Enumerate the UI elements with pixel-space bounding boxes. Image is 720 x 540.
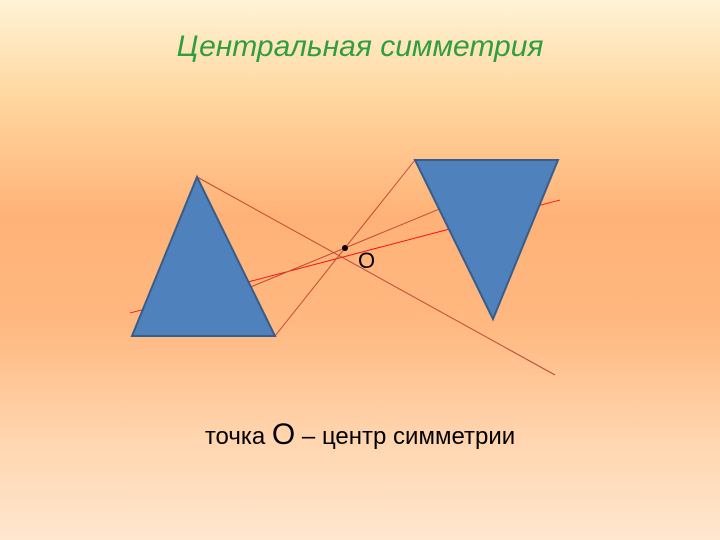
diagram-svg: O [0,0,720,540]
slide-stage: O Центральная симметрия точка O – центр … [0,0,720,540]
caption-prefix: точка [205,423,272,450]
slide-caption: точка O – центр симметрии [0,418,720,452]
center-point [342,245,348,251]
slide-title: Центральная симметрия [0,30,720,64]
caption-big-o: O [272,418,295,451]
center-label: O [358,248,375,273]
caption-suffix: – центр симметрии [295,423,515,450]
